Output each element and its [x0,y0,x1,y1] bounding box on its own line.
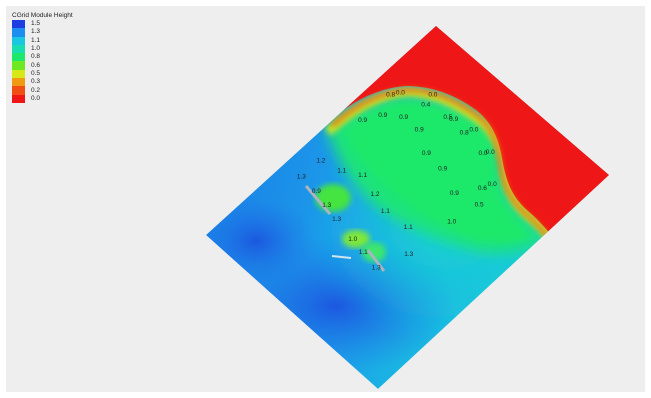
contour-label: 1.0 [447,219,456,226]
contour-label: 1.3 [297,173,306,180]
contour-label: 1.1 [359,249,368,256]
legend-label: 0.5 [31,69,41,77]
contour-label: 0.0 [469,126,478,133]
contour-label: 0.9 [449,116,458,123]
contour-label: 0.0 [486,149,495,156]
legend-entry: 1.1 [12,36,73,45]
contour-label: 1.1 [381,208,390,215]
legend-swatch [12,69,25,79]
legend-label: 0.6 [31,61,41,69]
legend-swatch [12,86,25,95]
legend: CGrid Module Height 1.5 1.3 1.1 1.0 0.8 0.6 0.… [12,12,73,103]
contour-label: 1.3 [404,251,413,258]
legend-swatch [12,61,25,70]
contour-labels: 0.8 0.0 0.00.40.90.9 0.90.90.50.90.8 0.00.9 0… [297,89,497,271]
contour-label: 1.1 [337,167,346,174]
legend-entry: 0.8 [12,53,73,62]
contour-label: 1.1 [358,172,367,179]
legend-swatch [12,28,25,37]
contour-label: 0.9 [450,190,459,197]
contour-label: 0.0 [428,91,437,98]
contour-label: 1.3 [322,202,331,209]
contour-label: 1.3 [332,216,341,223]
contour-label: 0.0 [396,89,405,96]
legend-label: 0.3 [31,78,41,86]
legend-entry: 1.3 [12,28,73,37]
legend-label: 0.8 [31,53,41,61]
contour-label: 1.0 [348,236,357,243]
legend-label: 1.0 [31,45,41,53]
legend-label: 1.1 [31,36,41,44]
legend-entry: 0.3 [12,78,73,87]
contour-label: 0.0 [478,150,487,157]
legend-entry: 0.6 [12,61,73,70]
contour-label: 0.9 [422,150,431,157]
contour-label: 0.0 [488,181,497,188]
legend-entry: 0.0 [12,94,73,103]
contour-label: 1.2 [370,191,379,198]
legend-swatch [12,53,25,62]
legend-swatch [12,78,25,87]
contour-label: 1.1 [404,224,413,231]
grid-surface [206,26,609,389]
contour-label: 0.9 [378,112,387,119]
contour-label: 1.2 [316,157,325,164]
legend-title: CGrid Module Height [12,12,73,19]
legend-swatch [12,36,25,45]
legend-swatch [12,20,25,29]
contour-label: 0.9 [438,165,447,172]
legend-entry: 1.0 [12,44,73,54]
legend-label: 1.5 [31,20,41,28]
contour-label: 0.9 [415,126,424,133]
legend-label: 0.0 [31,94,41,102]
legend-label: 0.2 [31,86,41,94]
contour-label: 0.8 [386,92,395,99]
jetty-structures [304,185,386,272]
contour-label: 0.9 [399,114,408,121]
legend-swatch [12,44,25,54]
contour-label: 0.8 [460,130,469,137]
legend-entry: 0.2 [12,86,73,95]
legend-swatch [12,94,25,103]
legend-entry: 0.5 [12,69,73,79]
contour-label: 0.4 [421,101,430,108]
map-viewport[interactable]: 0.8 0.0 0.0 0.4 0.9 0.9 0.9 0.9 0.5 0.9 0.8 0.0 0.9 0… [6,6,645,392]
legend-entries: 1.5 1.3 1.1 1.0 0.8 0.6 0.5 0.3 0.2 0.0 [12,20,73,103]
contour-label: 0.9 [358,117,367,124]
contour-label: 0.9 [312,188,321,195]
contour-label: 1.3 [372,265,381,272]
legend-label: 1.3 [31,28,41,36]
contour-label: 0.5 [475,202,484,209]
legend-entry: 1.5 [12,20,73,29]
wave-height-map[interactable]: 0.8 0.0 0.00.40.90.9 0.90.90.50.90.8 0.00.9 0… [6,6,645,392]
contour-label: 0.6 [478,185,487,192]
contour-label: 0.5 [443,114,452,121]
